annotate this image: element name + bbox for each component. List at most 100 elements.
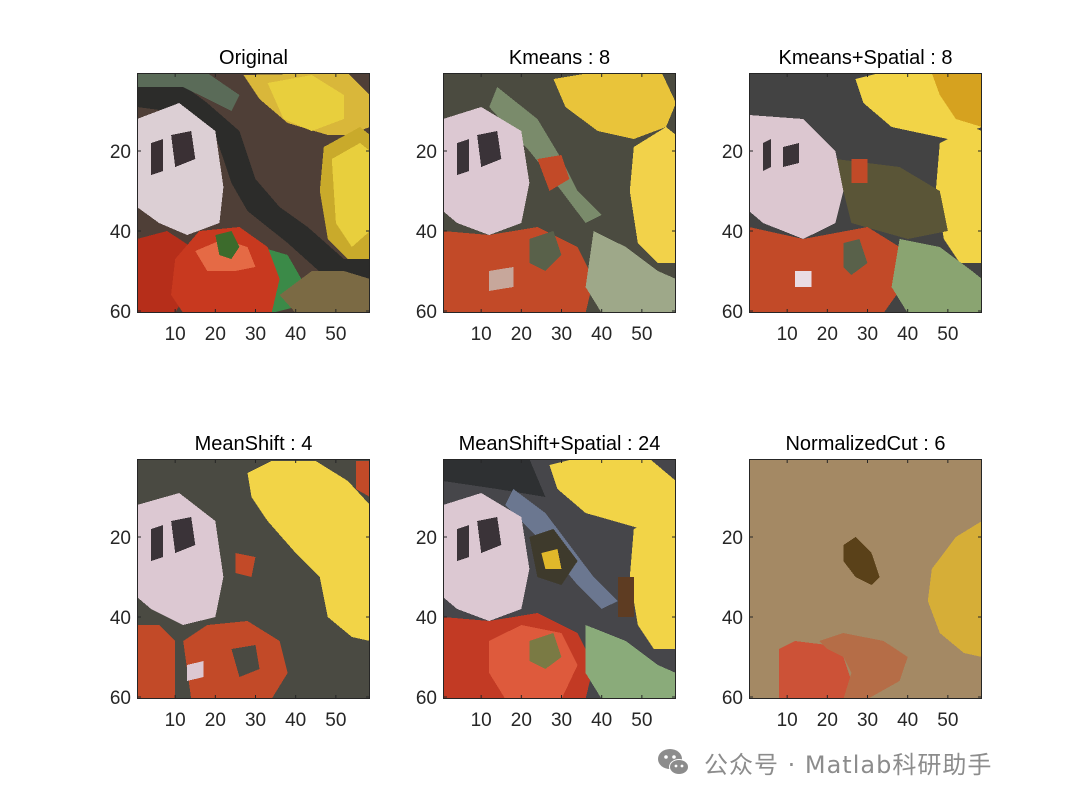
image-region [137,493,224,625]
x-tick-label: 10 [165,324,186,345]
axes-frame [443,73,676,313]
x-tick-label: 20 [817,710,838,731]
y-tick-label: 60 [110,302,131,323]
subplot-5: MeanShift+Spatial : 24 10 20 30 40 50 20 40 60 [416,433,676,731]
image-region [763,139,772,171]
watermark: 公众号 · Matlab科研助手 [654,742,992,782]
y-tick-label: 20 [110,142,131,163]
image-region [457,139,470,175]
y-tick-label: 20 [722,142,743,163]
x-tick-label: 40 [591,324,612,345]
image-region [489,267,514,291]
subplot-title: MeanShift+Spatial : 24 [459,433,661,455]
subplot-image [749,459,982,699]
subplot-4: MeanShift : 4 10 20 30 40 50 20 40 60 [110,433,370,731]
x-tick-label: 50 [631,324,652,345]
image-region [187,661,204,681]
image-region [331,143,370,247]
image-region [443,459,546,497]
x-tick-label: 50 [631,710,652,731]
image-region [267,75,344,131]
image-region [457,525,470,561]
image-region [783,143,800,167]
image-region [151,139,164,175]
x-tick-label: 30 [857,324,878,345]
image-region [819,633,908,699]
subplot-2: Kmeans : 8 10 20 30 40 50 20 40 60 [416,47,676,345]
y-tick-label: 40 [722,222,743,243]
x-tick-label: 20 [205,710,226,731]
image-region [137,73,240,111]
x-tick-label: 20 [817,324,838,345]
axes-frame [137,73,370,313]
x-tick-label: 40 [285,710,306,731]
x-tick-label: 10 [777,324,798,345]
watermark-text: 公众号 · Matlab科研助手 [704,750,993,779]
x-tick-label: 30 [551,710,572,731]
wechat-icon [658,749,689,775]
image-region [749,115,844,239]
subplot-title: Original [219,47,288,69]
subplot-1: Original 10 20 30 40 50 20 40 60 [110,47,370,345]
x-tick-label: 20 [511,710,532,731]
image-region [851,159,868,183]
image-region [231,645,260,677]
image-region [137,103,224,235]
image-region [843,239,868,275]
image-region [443,493,530,621]
x-tick-label: 50 [937,324,958,345]
subplot-image [137,73,370,313]
image-region [549,459,676,529]
x-tick-label: 30 [857,710,878,731]
y-tick-label: 20 [722,528,743,549]
x-tick-label: 10 [471,324,492,345]
image-region [629,127,676,263]
y-tick-label: 60 [416,302,437,323]
image-region [931,73,982,127]
image-region [489,87,602,223]
y-tick-label: 60 [110,688,131,709]
subplot-image [137,459,370,699]
y-tick-label: 40 [110,608,131,629]
image-region [891,239,982,313]
image-region [795,271,812,287]
image-region [749,227,908,313]
image-region [927,521,982,657]
x-tick-label: 40 [897,324,918,345]
image-region [247,461,370,641]
x-tick-label: 20 [511,324,532,345]
image-region [541,549,562,569]
image-region [443,107,530,235]
x-tick-label: 10 [165,710,186,731]
x-tick-label: 40 [591,710,612,731]
y-tick-label: 40 [722,608,743,629]
image-region [529,633,562,669]
y-tick-label: 60 [722,302,743,323]
axes-frame [443,459,676,699]
y-tick-label: 40 [416,608,437,629]
subplot-title: Kmeans : 8 [509,47,610,69]
image-region [477,517,502,553]
image-region [137,79,370,279]
subplot-image [749,73,982,313]
axes-frame [749,459,982,699]
image-region [843,537,880,585]
image-region [279,271,370,313]
image-region [629,513,676,649]
image-region [617,577,634,617]
x-tick-label: 40 [897,710,918,731]
y-tick-label: 20 [110,528,131,549]
x-tick-label: 50 [325,324,346,345]
subplot-title: Kmeans+Spatial : 8 [779,47,953,69]
y-tick-label: 40 [416,222,437,243]
y-tick-label: 40 [110,222,131,243]
x-tick-label: 50 [937,710,958,731]
image-region [585,231,676,313]
image-region [585,625,676,699]
axes-frame [137,459,370,699]
image-region [235,553,256,577]
subplot-title: NormalizedCut : 6 [785,433,945,455]
x-tick-label: 10 [777,710,798,731]
x-tick-label: 20 [205,324,226,345]
